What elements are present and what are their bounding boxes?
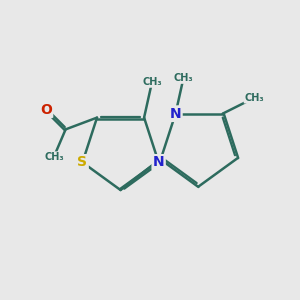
Text: CH₃: CH₃ (142, 77, 162, 87)
Text: N: N (170, 107, 181, 121)
Text: CH₃: CH₃ (44, 152, 64, 162)
Text: CH₃: CH₃ (244, 93, 264, 103)
Text: S: S (77, 155, 88, 170)
Text: N: N (153, 155, 164, 170)
Text: O: O (40, 103, 52, 117)
Text: CH₃: CH₃ (174, 73, 193, 83)
